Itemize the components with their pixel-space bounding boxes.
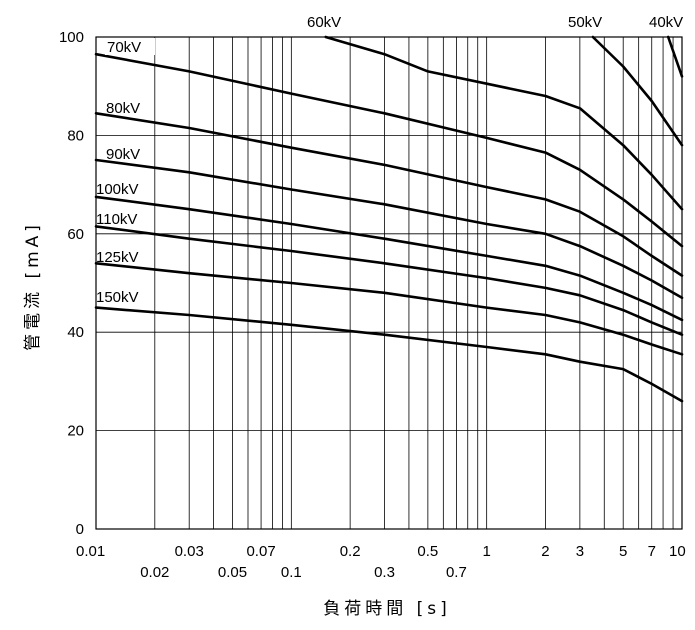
x-tick-label: 0.01 — [76, 543, 105, 560]
x-tick-label: 3 — [576, 543, 584, 560]
grid — [95, 36, 683, 530]
y-tick-label: 20 — [67, 423, 84, 440]
series-label-40kV: 40kV — [649, 14, 683, 31]
x-tick-label: 0.03 — [175, 543, 204, 560]
series-label-70kV: 70kV — [107, 39, 141, 56]
tick-labels: 0 20 40 60 80 100 0.01 0.02 0.03 0.05 0.07 0.1 0.2 0.… — [59, 29, 686, 581]
x-tick-label: 1 — [482, 543, 490, 560]
x-tick-label: 0.7 — [446, 564, 467, 581]
series-label-80kV: 80kV — [106, 100, 140, 117]
series-line-70kV — [94, 52, 684, 248]
y-axis-title: 管電流 [mA] — [23, 221, 43, 351]
x-tick-label: 0.5 — [417, 543, 438, 560]
y-tick-label: 60 — [67, 226, 84, 243]
x-tick-label: 0.1 — [281, 564, 302, 581]
x-tick-label: 2 — [541, 543, 549, 560]
series-line-110kV — [94, 225, 684, 336]
series-line-100kV — [94, 195, 684, 322]
series-line-60kV — [324, 35, 684, 211]
series-line-125kV — [94, 262, 684, 356]
x-tick-label: 5 — [619, 543, 627, 560]
y-tick-label: 0 — [76, 521, 84, 538]
series-line-40kV — [666, 35, 684, 78]
x-axis-title: 負荷時間 [s] — [323, 599, 451, 619]
series-line-150kV — [94, 306, 684, 403]
series-label-100kV: 100kV — [96, 181, 139, 198]
x-tick-label: 0.05 — [218, 564, 247, 581]
series-label-150kV: 150kV — [96, 289, 139, 306]
y-tick-label: 80 — [67, 127, 84, 144]
plot-frame — [95, 36, 683, 530]
series-label-125kV: 125kV — [96, 249, 139, 266]
series-labels: 40kV 50kV 60kV 70kV 80kV 90kV 100kV 110kV 125kV 1… — [96, 14, 683, 306]
x-tick-label: 0.2 — [340, 543, 361, 560]
series-label-110kV: 110kV — [96, 211, 137, 228]
x-tick-label: 10 — [669, 543, 686, 560]
series-label-50kV: 50kV — [568, 14, 602, 31]
curves — [94, 35, 684, 403]
x-tick-label: 7 — [648, 543, 656, 560]
x-tick-label: 0.3 — [374, 564, 395, 581]
y-tick-label: 100 — [59, 29, 84, 46]
y-tick-label: 40 — [67, 324, 84, 341]
series-line-80kV — [94, 112, 684, 277]
series-label-60kV: 60kV — [307, 14, 341, 31]
series-label-90kV: 90kV — [106, 146, 140, 163]
series-line-90kV — [94, 158, 684, 300]
x-tick-label: 0.07 — [246, 543, 275, 560]
label-mask — [105, 38, 155, 55]
series-line-50kV — [591, 35, 684, 147]
x-tick-label: 0.02 — [140, 564, 169, 581]
